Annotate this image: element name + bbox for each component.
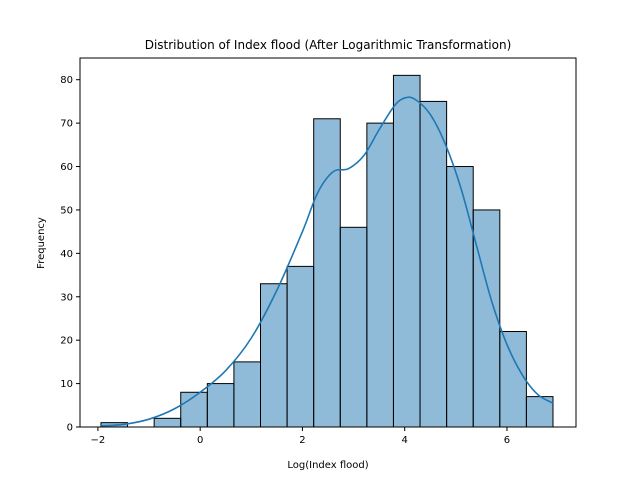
histogram-bar-14 [472, 209, 501, 428]
y-tick-label: 20 [60, 336, 73, 347]
chart-title: Distribution of Index flood (After Logar… [145, 38, 512, 52]
histogram-bar-5 [233, 361, 262, 428]
histogram-bar-12 [419, 100, 448, 428]
histogram-bar-11 [392, 74, 421, 428]
histogram-bar-6 [260, 283, 288, 428]
y-tick-label: 30 [60, 292, 73, 303]
plot-frame [79, 57, 577, 428]
y-axis-label: Frequency [36, 217, 47, 269]
y-tick-label: 60 [60, 162, 73, 173]
y-tick-label: 0 [67, 423, 73, 434]
bars-group [100, 74, 554, 428]
y-tick-label: 50 [60, 205, 73, 216]
x-tick-label: 4 [402, 435, 408, 446]
histogram-bar-13 [446, 166, 474, 428]
histogram-bar-2 [153, 417, 182, 428]
kde-group [100, 96, 554, 427]
histogram-bar-4 [206, 383, 235, 428]
y-axis: 0 10 20 30 40 50 60 70 80 [60, 75, 80, 434]
y-tick-label: 10 [60, 379, 73, 390]
histogram-bar-9 [339, 226, 368, 428]
x-tick-label: −2 [91, 435, 106, 446]
kde-curve [100, 96, 554, 427]
histogram-bar-15 [499, 330, 527, 428]
histogram-bar-8 [313, 118, 341, 428]
x-axis: −2 0 2 4 6 [91, 427, 510, 446]
x-tick-label: 6 [504, 435, 510, 446]
y-tick-label: 40 [60, 249, 73, 260]
histogram-bar-7 [286, 265, 315, 428]
x-axis-label: Log(Index flood) [287, 460, 368, 471]
y-tick-label: 80 [60, 75, 73, 86]
histogram-bar-10 [366, 122, 394, 428]
x-tick-label: 0 [197, 435, 203, 446]
y-tick-label: 70 [60, 119, 73, 130]
x-tick-label: 2 [299, 435, 305, 446]
